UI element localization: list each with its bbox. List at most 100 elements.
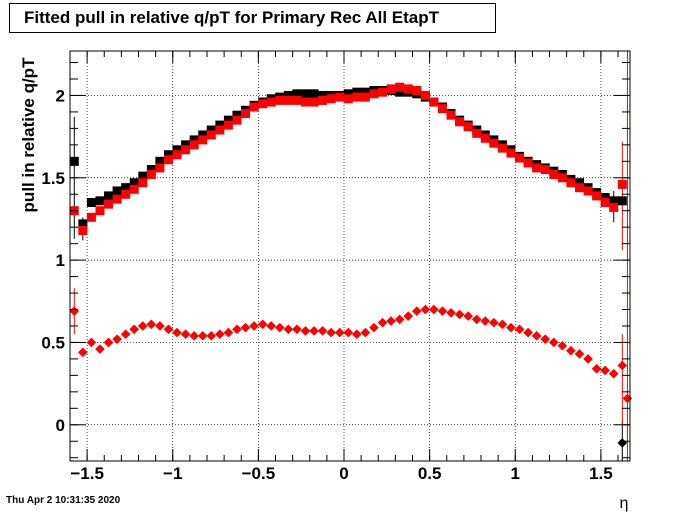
diamond-marker-series-3	[103, 337, 114, 348]
diamond-marker-series-3	[137, 321, 148, 331]
diamond-marker-series-3	[566, 345, 576, 356]
diamond-marker-series-3	[583, 354, 593, 364]
diamond-marker-series-3	[506, 322, 516, 333]
diamond-marker-series-3	[197, 331, 208, 341]
diamond-marker-series-3	[622, 393, 633, 404]
square-marker-series-1	[112, 194, 122, 204]
square-marker-series-0	[600, 193, 610, 203]
diamond-marker-series-3	[557, 340, 568, 351]
square-marker-series-1	[574, 183, 584, 193]
square-marker-series-0	[181, 140, 191, 150]
square-marker-series-1	[86, 212, 96, 222]
diamond-marker-series-3	[146, 319, 157, 330]
square-marker-series-0	[146, 165, 156, 175]
diamond-marker-series-3	[112, 334, 122, 344]
square-marker-series-1	[309, 97, 319, 107]
diamond-marker-series-3	[129, 324, 140, 335]
diamond-marker-series-3	[86, 337, 97, 348]
x-tick-label: 0	[339, 464, 348, 483]
square-marker-series-1	[523, 158, 533, 168]
diamond-marker-series-3	[591, 363, 602, 374]
square-marker-series-1	[583, 186, 593, 196]
diamond-marker-series-3	[257, 319, 268, 330]
square-marker-series-1	[292, 95, 302, 105]
diamond-marker-series-3	[531, 331, 542, 341]
square-marker-series-1	[412, 86, 422, 96]
diamond-marker-series-3	[120, 329, 131, 340]
square-marker-series-0	[232, 110, 242, 120]
square-marker-series-0	[78, 219, 88, 229]
square-marker-series-0	[129, 178, 139, 188]
diamond-marker-series-3	[215, 329, 225, 340]
diamond-marker-series-3	[309, 326, 319, 336]
y-axis-label: pull in relative q/pT	[19, 57, 38, 213]
square-marker-series-1	[146, 169, 156, 179]
square-marker-series-1	[172, 150, 182, 160]
square-marker-series-1	[318, 95, 328, 105]
square-marker-series-1	[326, 94, 336, 104]
diamond-marker-series-3	[334, 327, 345, 338]
diamond-marker-series-3	[283, 324, 294, 335]
diamond-marker-series-3	[163, 324, 174, 335]
diamond-marker-series-3	[446, 308, 456, 318]
square-marker-series-1	[104, 199, 114, 209]
square-marker-series-0	[609, 196, 619, 206]
diamond-marker-series-3	[394, 314, 405, 325]
square-marker-series-1	[420, 90, 430, 100]
square-marker-series-1	[249, 102, 259, 112]
y-tick-label: 1.5	[41, 169, 65, 188]
diamond-marker-series-3	[608, 368, 619, 379]
square-marker-series-1	[206, 130, 216, 140]
diamond-marker-series-3	[411, 306, 422, 316]
diamond-marker-series-3	[471, 314, 482, 325]
square-marker-series-1	[181, 145, 191, 155]
square-marker-series-0	[215, 120, 225, 130]
diamond-marker-series-3	[523, 327, 533, 338]
square-marker-series-1	[557, 173, 567, 183]
diamond-marker-series-3	[548, 337, 559, 348]
error-bars	[73, 51, 628, 461]
square-marker-series-1	[198, 135, 208, 145]
square-marker-series-0	[155, 156, 165, 166]
data-markers	[69, 82, 633, 448]
square-marker-series-1	[352, 92, 362, 102]
square-marker-series-1	[532, 163, 542, 173]
y-tick-label: 2	[56, 86, 65, 105]
x-tick-label: 0.5	[418, 464, 442, 483]
diamond-marker-series-3	[480, 316, 491, 326]
square-marker-series-1	[283, 95, 293, 105]
square-marker-series-1	[386, 84, 396, 94]
square-marker-series-1	[489, 138, 499, 148]
diamond-marker-series-3	[232, 324, 242, 335]
square-marker-series-0	[574, 178, 584, 188]
square-marker-series-1	[78, 225, 88, 235]
square-marker-series-0	[104, 191, 114, 201]
diamond-marker-series-3	[300, 326, 311, 336]
diamond-marker-series-3	[540, 334, 551, 344]
diamond-marker-series-3	[189, 331, 199, 341]
square-marker-series-1	[446, 110, 456, 120]
square-marker-series-1	[129, 184, 139, 194]
diamond-marker-series-3	[240, 322, 251, 333]
square-marker-series-0	[198, 130, 208, 140]
square-marker-series-1	[300, 97, 310, 107]
square-marker-series-1	[480, 133, 490, 143]
axes-ticks: −1.5 −1 −0.5 0 0.5 1 1.5 0 0.5 1 1.5 2	[41, 51, 630, 483]
x-tick-label: −1.5	[70, 464, 104, 483]
diamond-marker-series-3	[172, 327, 182, 338]
square-marker-series-1	[335, 92, 345, 102]
square-marker-series-1	[232, 115, 242, 125]
diamond-marker-series-3	[155, 321, 165, 331]
chart-title: Fitted pull in relative q/pT for Primary…	[9, 3, 496, 33]
square-marker-series-0	[617, 196, 627, 206]
square-marker-series-1	[592, 191, 602, 201]
square-marker-series-0	[112, 186, 122, 196]
square-marker-series-0	[292, 89, 302, 99]
square-marker-series-0	[172, 145, 182, 155]
diamond-marker-series-3	[274, 322, 285, 333]
square-marker-series-0	[206, 125, 216, 135]
square-marker-series-0	[95, 196, 105, 206]
grid-lines	[70, 51, 630, 461]
square-marker-series-1	[497, 143, 507, 153]
square-marker-series-1	[617, 179, 627, 189]
